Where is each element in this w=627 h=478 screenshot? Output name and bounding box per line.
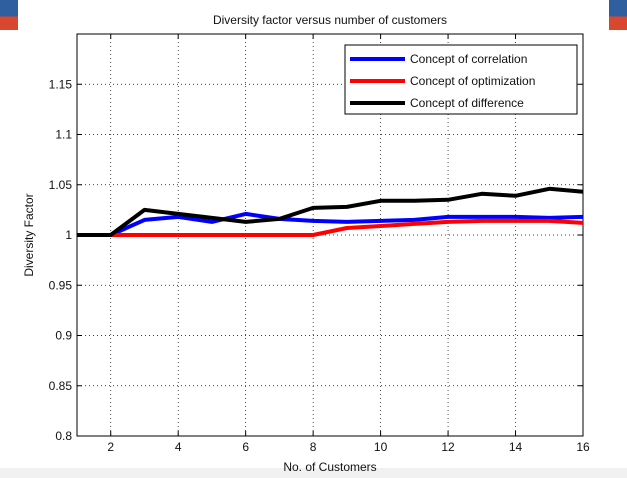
decorative-corner-tab-left: [0, 0, 18, 30]
x-tick-label: 4: [175, 440, 182, 454]
x-tick-label: 2: [107, 440, 114, 454]
y-tick-label: 0.9: [55, 329, 72, 343]
x-tick-label: 8: [310, 440, 317, 454]
y-tick-label: 0.8: [55, 429, 72, 443]
legend-label-optimization: Concept of optimization: [410, 74, 535, 88]
x-tick-label: 16: [576, 440, 590, 454]
y-tick-label: 1.15: [49, 77, 73, 91]
legend: Concept of correlation Concept of optimi…: [344, 44, 578, 115]
x-tick-label: 14: [509, 440, 523, 454]
chart-title: Diversity factor versus number of custom…: [213, 13, 447, 27]
y-tick-label: 0.85: [49, 379, 73, 393]
y-tick-label: 1.1: [55, 128, 72, 142]
legend-label-difference: Concept of difference: [410, 96, 524, 110]
footer-strip: [0, 468, 627, 478]
y-axis-label: Diversity Factor: [22, 193, 36, 276]
y-tick-label: 1.05: [49, 178, 73, 192]
decorative-corner-tab-right: [609, 0, 627, 30]
x-axis-label: No. of Customers: [283, 460, 376, 474]
legend-label-correlation: Concept of correlation: [410, 52, 527, 66]
y-tick-label: 1: [65, 228, 72, 242]
series-line-concept-of-optimization: [77, 218, 584, 237]
series-line-concept-of-correlation: [77, 211, 584, 237]
y-tick-label: 0.95: [49, 278, 73, 292]
series-line-concept-of-difference: [77, 186, 584, 237]
x-tick-label: 12: [441, 440, 455, 454]
axis-ticks: 2 4 6 8 10 12 14 16 0.8 0.85 0.9 0.95 1 1.05 1.1 1.15: [49, 34, 590, 454]
x-tick-label: 10: [374, 440, 388, 454]
x-tick-label: 6: [242, 440, 249, 454]
series-lines: [77, 186, 584, 237]
